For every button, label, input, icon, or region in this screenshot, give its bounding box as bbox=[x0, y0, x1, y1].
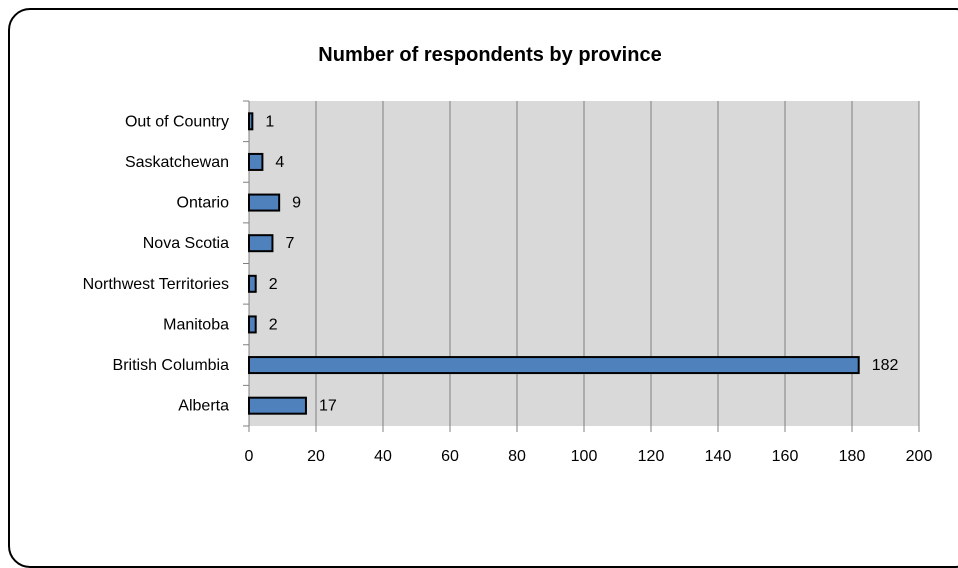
x-tick-label: 100 bbox=[571, 448, 598, 465]
x-tick-label: 180 bbox=[839, 448, 866, 465]
bar-saskatchewan bbox=[248, 152, 264, 171]
y-category-label: Northwest Territories bbox=[83, 276, 229, 293]
bar-alberta bbox=[248, 396, 307, 415]
data-label: 17 bbox=[319, 398, 337, 415]
x-tick-label: 140 bbox=[705, 448, 732, 465]
bar-chart: Number of respondents by province 0 20 40 6… bbox=[83, 44, 933, 465]
bar-out-of-country bbox=[248, 112, 254, 131]
x-tick-label: 80 bbox=[508, 448, 526, 465]
data-label: 4 bbox=[275, 154, 284, 171]
chart-title: Number of respondents by province bbox=[318, 44, 661, 66]
y-category-label: Manitoba bbox=[163, 316, 229, 333]
data-label: 2 bbox=[269, 316, 278, 333]
data-label: 9 bbox=[292, 195, 301, 212]
y-category-label: Nova Scotia bbox=[143, 235, 229, 252]
bar-ontario bbox=[248, 193, 281, 212]
x-tick-label: 40 bbox=[374, 448, 392, 465]
x-tick-label: 160 bbox=[772, 448, 799, 465]
bar-northwest-territories bbox=[248, 274, 257, 293]
x-tick-label: 60 bbox=[441, 448, 459, 465]
y-category-label: Saskatchewan bbox=[125, 154, 229, 171]
bar-nova-scotia bbox=[248, 234, 274, 253]
x-tick-label: 120 bbox=[638, 448, 665, 465]
bar-manitoba bbox=[248, 315, 257, 334]
y-category-label: British Columbia bbox=[113, 357, 230, 374]
data-label: 1 bbox=[265, 113, 274, 130]
x-tick-label: 0 bbox=[245, 448, 254, 465]
y-category-label: Ontario bbox=[177, 195, 230, 212]
x-tick-label: 200 bbox=[906, 448, 933, 465]
bars bbox=[248, 112, 860, 415]
bar-british-columbia bbox=[248, 356, 860, 375]
y-category-label: Alberta bbox=[178, 398, 229, 415]
data-label: 2 bbox=[269, 276, 278, 293]
y-category-label: Out of Country bbox=[125, 113, 229, 130]
data-label: 182 bbox=[872, 357, 899, 374]
data-label: 7 bbox=[285, 235, 294, 252]
x-tick-label: 20 bbox=[307, 448, 325, 465]
